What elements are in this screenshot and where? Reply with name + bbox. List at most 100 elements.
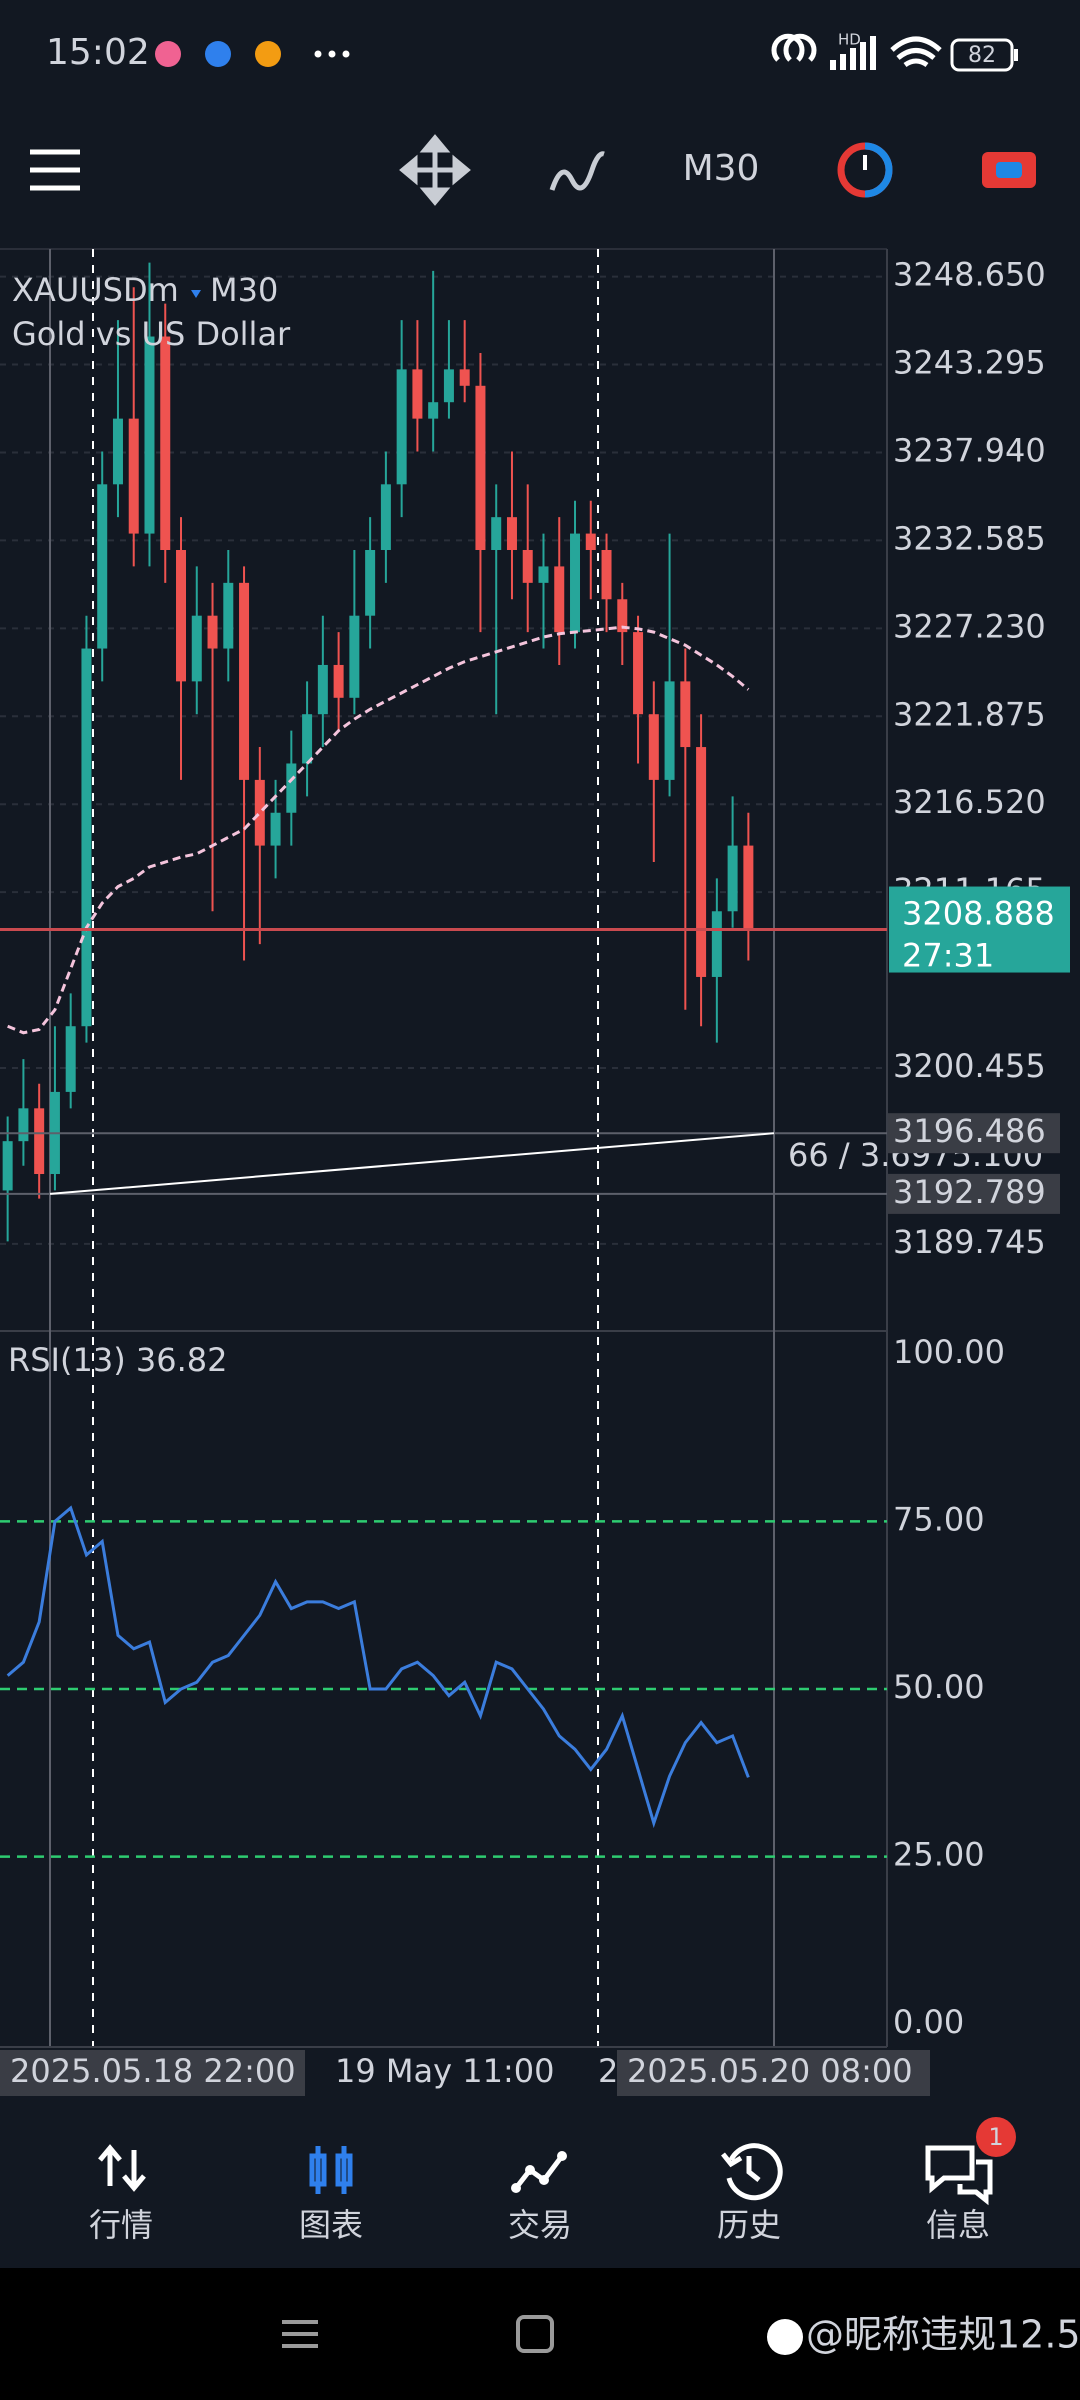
trade-button[interactable]: [837, 142, 893, 198]
time-label-box: [0, 2050, 305, 2096]
home-button[interactable]: [516, 2315, 554, 2353]
candle-body: [254, 779, 265, 846]
battery: [950, 38, 1014, 72]
time-label: 2025.05.18 22:00: [10, 2052, 296, 2090]
watermark: @昵称违规12.5: [806, 2313, 1080, 2357]
candle-body: [664, 681, 675, 780]
candle-body: [112, 418, 123, 485]
badge-count: 1: [988, 2123, 1003, 2151]
rsi-tick-label: 25.00: [893, 1836, 985, 1874]
marker-label: 3196.486: [893, 1112, 1046, 1150]
candle-body: [538, 566, 549, 583]
price-tick-label: 3200.455: [893, 1047, 1046, 1085]
tab-label: 信息: [926, 2206, 990, 2244]
crosshair-button[interactable]: [399, 134, 471, 206]
symbol-description: Gold vs US Dollar: [12, 315, 291, 353]
symbol-dropdown[interactable]: [191, 290, 201, 298]
price-tick-label: 3237.940: [893, 431, 1046, 469]
candle-body: [696, 747, 707, 977]
tab-label: 历史: [717, 2206, 781, 2244]
candle-body: [506, 517, 517, 551]
app-icon: [255, 41, 281, 67]
candle-body: [680, 681, 691, 748]
plot-area: [0, 248, 888, 2048]
app-icon: [155, 41, 181, 67]
system-nav: [0, 2268, 1080, 2400]
price-tick-label: 3243.295: [893, 344, 1046, 382]
badge: [976, 2117, 1016, 2157]
tab-label: 交易: [508, 2206, 572, 2244]
current-price: 3208.888: [902, 895, 1055, 933]
timeframe-button[interactable]: M30: [683, 148, 760, 189]
chart-timeframe: M30: [210, 271, 278, 309]
rsi-tick-label: 0.00: [893, 2003, 964, 2041]
candle-body: [144, 336, 155, 534]
candle-body: [270, 812, 281, 846]
candle-body: [365, 550, 376, 616]
wifi-icon: [890, 36, 942, 68]
symbol[interactable]: XAUUSDm: [12, 271, 179, 309]
tab[interactable]: 图表: [299, 2146, 363, 2244]
candle-body: [34, 1108, 45, 1175]
candle-body: [727, 845, 738, 912]
candle-body: [522, 550, 533, 583]
tab[interactable]: 历史: [717, 2143, 783, 2244]
candle-body: [648, 714, 659, 780]
rsi-line: [6, 1505, 750, 1829]
signal-icon: [830, 36, 876, 70]
time-label-box: [617, 2050, 930, 2096]
recents-button[interactable]: [282, 2320, 318, 2348]
time-axis: 2025.05.18 22:00 19 May 11:00 2 2025.05.…: [0, 2050, 930, 2096]
time-label: 2: [598, 2052, 618, 2090]
rsi-tick-label: 75.00: [893, 1500, 985, 1538]
candle-body: [491, 517, 502, 551]
candle-body: [97, 484, 108, 649]
candle-body: [18, 1108, 29, 1142]
candle-body: [428, 402, 439, 419]
rsi-tick-label: 100.00: [893, 1333, 1005, 1371]
candle-body: [570, 533, 581, 633]
candle-body: [743, 845, 754, 930]
more-dots: [314, 50, 350, 58]
status-bar: 15:02 HD 82: [46, 31, 1018, 73]
price-tick-label: 3221.875: [893, 695, 1046, 733]
menu-button[interactable]: [30, 149, 80, 191]
tab[interactable]: 行情: [89, 2144, 153, 2244]
account-button[interactable]: [982, 152, 1036, 188]
price-tick-label: 3216.520: [893, 783, 1046, 821]
candle-body: [333, 664, 344, 698]
current-price-box: [889, 886, 1070, 973]
candle-body: [317, 664, 328, 715]
battery-tip: [1014, 49, 1018, 61]
candle-body: [160, 336, 171, 551]
price-tick-label: 3189.745: [893, 1223, 1046, 1261]
candle-body: [380, 484, 391, 551]
candle-body: [81, 648, 92, 1027]
candle-body: [412, 369, 423, 419]
candle-body: [286, 763, 297, 813]
clock: 15:02: [46, 32, 150, 73]
trend-line: [49, 1132, 775, 1195]
candle-body: [617, 599, 628, 633]
indicators-button[interactable]: [549, 151, 605, 191]
app-icon: [205, 41, 231, 67]
tab[interactable]: 交易: [508, 2151, 572, 2244]
tab[interactable]: 信息 1: [925, 2117, 1016, 2244]
rsi-tick-label: 50.00: [893, 1668, 985, 1706]
rsi-label: RSI(13) 36.82: [8, 1341, 227, 1379]
price-tick-label: 3227.230: [893, 607, 1046, 645]
candle-body: [349, 615, 360, 698]
network-type: HD: [838, 31, 861, 49]
toolbar: M30: [30, 134, 1036, 206]
battery-level: 82: [968, 43, 996, 68]
marker-label-box: [888, 1173, 1060, 1214]
price-tick-label: 3232.585: [893, 519, 1046, 557]
watermark-icon: [767, 2319, 803, 2355]
candle-body: [459, 369, 470, 386]
candle-body: [223, 582, 234, 649]
time-label: 2025.05.20 08:00: [627, 2052, 913, 2090]
candle-body: [65, 1026, 76, 1092]
candle-body: [207, 615, 218, 649]
tab-label: 图表: [299, 2206, 363, 2244]
